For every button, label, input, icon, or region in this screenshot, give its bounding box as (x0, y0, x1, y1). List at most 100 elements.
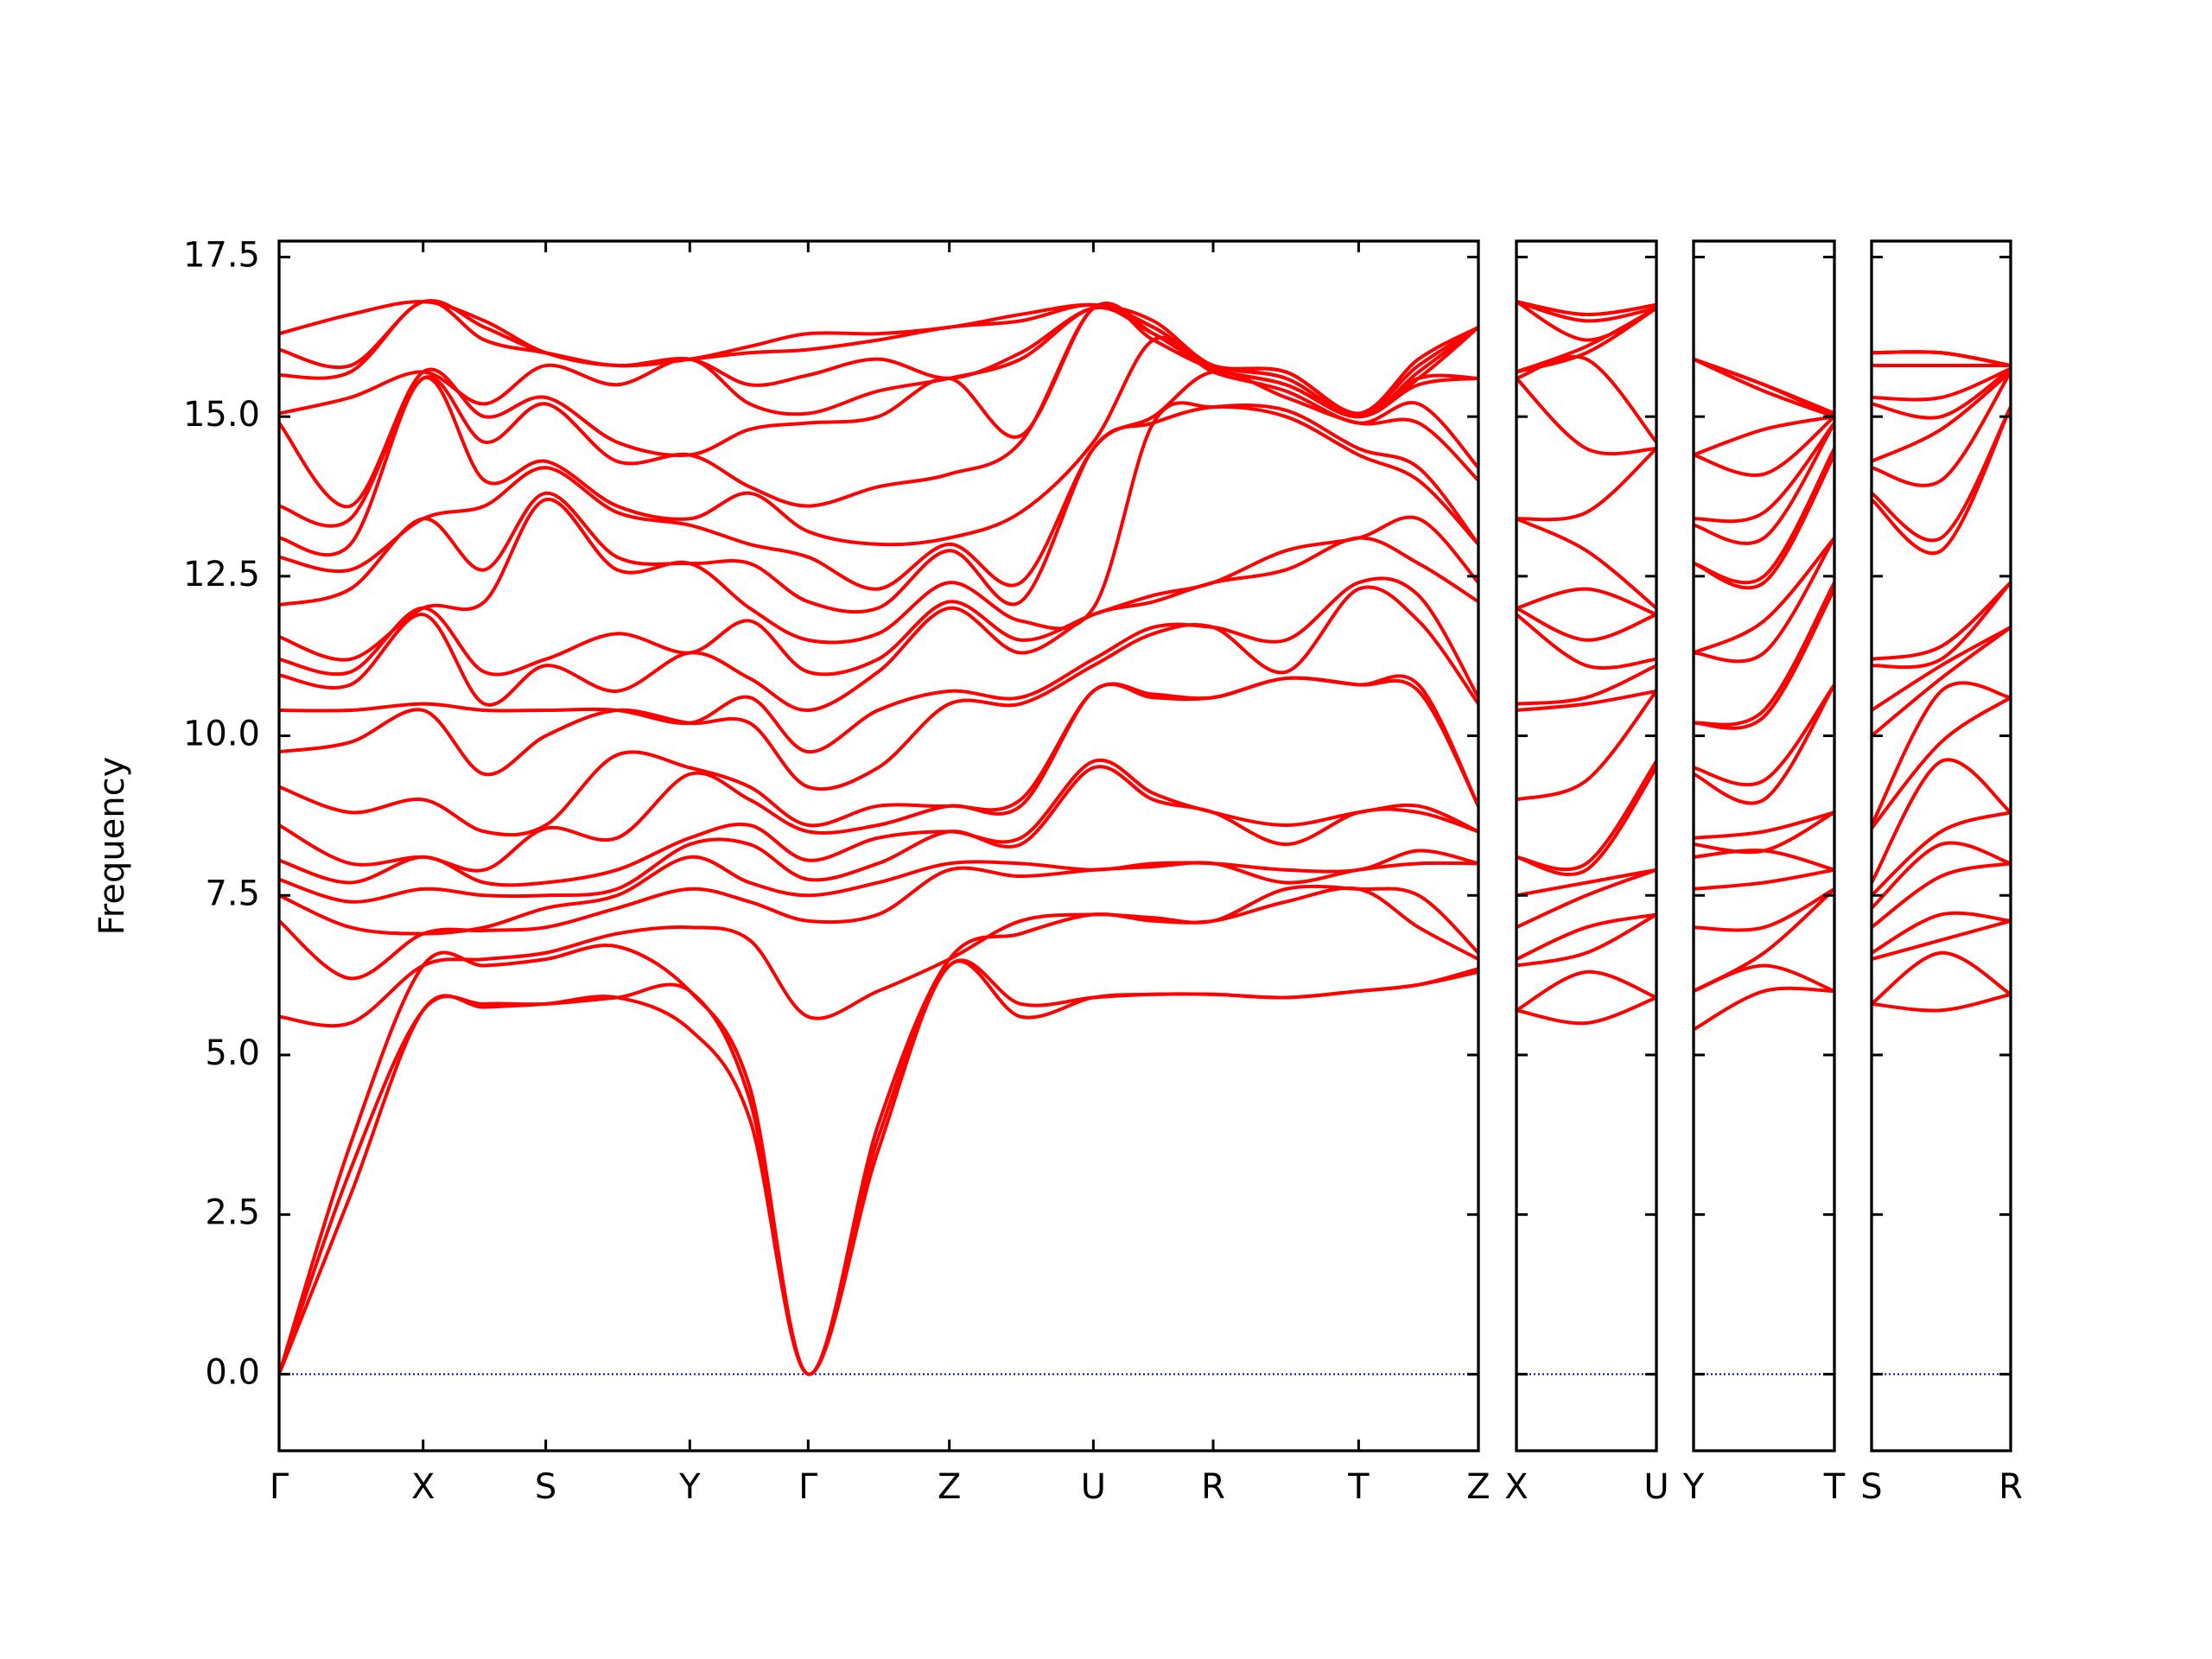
band (1872, 366, 2011, 402)
band (1872, 370, 2011, 463)
band (279, 305, 1478, 419)
band (1872, 581, 2011, 670)
band (1872, 406, 2011, 543)
band (1872, 696, 2011, 830)
band (279, 959, 1478, 1376)
band (279, 884, 1478, 1028)
band (1694, 849, 1834, 872)
x-tick-label: Γ (798, 1467, 818, 1507)
band (1872, 626, 2011, 738)
band (1694, 422, 1834, 545)
band (279, 585, 1478, 791)
bands (1694, 357, 1834, 1032)
band (279, 765, 1478, 904)
band (1872, 992, 2011, 1013)
x-tick-label: U (1643, 1467, 1669, 1507)
band (1516, 912, 1656, 961)
band (279, 404, 1478, 614)
band (1694, 683, 1834, 787)
band (1516, 689, 1656, 713)
band (1872, 371, 2011, 487)
x-tick-label: X (411, 1467, 435, 1507)
band (279, 401, 1478, 662)
x-tick-label: X (1504, 1467, 1528, 1507)
band (1872, 841, 2011, 910)
x-tick-label: Y (678, 1467, 701, 1507)
band (1694, 810, 1834, 855)
band (279, 861, 1478, 981)
y-tick-label: 17.5 (183, 235, 260, 275)
x-tick-label: T (1823, 1467, 1846, 1507)
band (1516, 354, 1656, 444)
band (279, 536, 1478, 713)
band (1516, 760, 1656, 872)
band (279, 335, 1478, 557)
y-tick-label: 15.0 (183, 395, 260, 435)
band (279, 370, 1478, 591)
band (1694, 887, 1834, 932)
y-tick-label: 2.5 (205, 1193, 260, 1233)
y-tick-label: 5.0 (205, 1033, 260, 1073)
x-tick-label: R (1999, 1467, 2023, 1507)
band (1694, 810, 1834, 840)
band (1516, 995, 1656, 1026)
axes-frame (1515, 239, 1658, 1452)
band (1872, 810, 2011, 897)
x-tick-label: Γ (270, 1467, 289, 1507)
x-tick-label: S (1860, 1467, 1882, 1507)
band (1516, 868, 1656, 930)
bands (1516, 300, 1656, 1026)
x-tick-label: Y (1682, 1467, 1705, 1507)
band (1516, 300, 1656, 316)
band (1516, 613, 1656, 670)
band (279, 758, 1478, 887)
band (279, 886, 1478, 1376)
band (1694, 415, 1834, 477)
x-tick-label: Z (938, 1467, 961, 1507)
bands (279, 298, 1478, 1376)
band (1516, 300, 1656, 342)
band (1694, 582, 1834, 727)
band (1516, 969, 1656, 1012)
band (1872, 581, 2011, 661)
x-tick-label: R (1201, 1467, 1225, 1507)
band (279, 515, 1478, 677)
axes-frame (1692, 239, 1836, 1452)
band (1516, 587, 1656, 617)
band (1694, 683, 1834, 805)
band (1872, 950, 2011, 1006)
band (1872, 758, 2011, 884)
band (1694, 415, 1834, 457)
axes-frame (277, 239, 1480, 1452)
band (1694, 986, 1834, 1032)
band (279, 958, 1478, 1376)
band (1694, 868, 1834, 891)
x-tick-label: Z (1466, 1467, 1490, 1507)
axes-frame (1870, 239, 2012, 1452)
band (1872, 861, 2011, 929)
band (1694, 454, 1834, 590)
y-axis-label: Frequency (92, 757, 132, 936)
band (1872, 911, 2011, 955)
y-tick-label: 10.0 (183, 715, 260, 754)
y-tick-label: 12.5 (183, 555, 260, 594)
band (1516, 664, 1656, 706)
band (1516, 606, 1656, 642)
band (1694, 963, 1834, 993)
band (279, 576, 1478, 754)
y-tick-label: 0.0 (205, 1352, 260, 1392)
band (1872, 350, 2011, 368)
y-tick-label: 7.5 (205, 874, 260, 913)
band (1694, 537, 1834, 655)
band (1872, 681, 2011, 826)
band (1516, 912, 1656, 968)
bands (1872, 350, 2011, 1013)
band (1516, 447, 1656, 522)
band (279, 300, 1478, 416)
band (1694, 448, 1834, 585)
x-tick-label: S (535, 1467, 556, 1507)
band (1694, 422, 1834, 524)
band (1694, 357, 1834, 416)
